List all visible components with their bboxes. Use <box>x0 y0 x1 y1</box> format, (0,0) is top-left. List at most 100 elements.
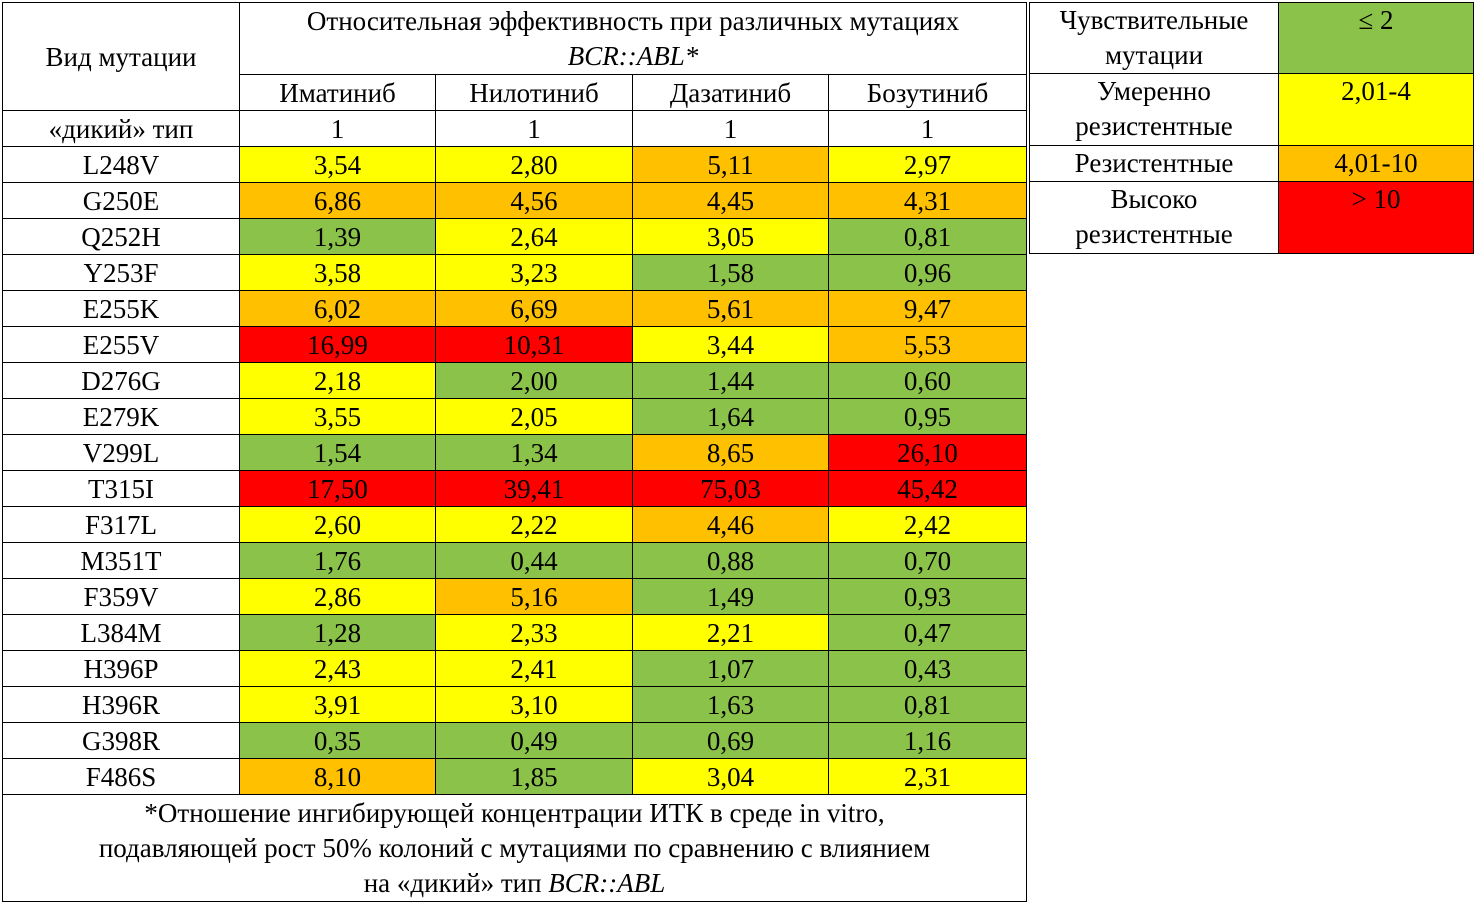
efficacy-value-cell: 1,49 <box>632 578 829 615</box>
mutation-name: M351T <box>2 542 240 579</box>
mutation-name: E279K <box>2 398 240 435</box>
efficacy-value-cell: 4,56 <box>435 182 633 219</box>
efficacy-value-cell: 0,70 <box>828 542 1027 579</box>
efficacy-value-cell: 5,11 <box>632 146 829 183</box>
footnote-line2: подавляющей рост 50% колоний с мутациями… <box>98 832 931 863</box>
table-row: E279K 3,55 2,05 1,64 0,95 <box>2 398 1027 435</box>
table-row: L248V 3,54 2,80 5,11 2,97 <box>2 146 1027 183</box>
efficacy-value-cell: 1,63 <box>632 686 829 723</box>
header-title-line2: BCR::ABL* <box>567 40 699 71</box>
mutation-name: Q252H <box>2 218 240 255</box>
mutation-name: E255V <box>2 326 240 363</box>
wild-type-value: 1 <box>828 110 1027 147</box>
mutation-name: F317L <box>2 506 240 543</box>
legend-row: Высоко резистентные > 10 <box>1029 181 1474 254</box>
efficacy-value-cell: 3,58 <box>239 254 436 291</box>
mutation-name: F359V <box>2 578 240 615</box>
efficacy-value-cell: 1,34 <box>435 434 633 471</box>
table-row: G398R 0,35 0,49 0,69 1,16 <box>2 722 1027 759</box>
legend-table: Чувствительные мутации ≤ 2 Умеренно резистен… <box>1029 2 1474 254</box>
legend-label-line1: Чувствительные <box>1059 5 1249 35</box>
legend-row: Резистентные 4,01-10 <box>1029 145 1474 182</box>
efficacy-value-cell: 2,21 <box>632 614 829 651</box>
efficacy-value-cell: 2,42 <box>828 506 1027 543</box>
efficacy-value-cell: 2,22 <box>435 506 633 543</box>
efficacy-value-cell: 0,96 <box>828 254 1027 291</box>
wild-type-row: «дикий» тип 1 1 1 1 <box>2 110 1027 147</box>
legend-label-line2: резистентные <box>1075 219 1233 249</box>
efficacy-value-cell: 1,76 <box>239 542 436 579</box>
mutation-name: V299L <box>2 434 240 471</box>
drug-header-dasatinib: Дазатиниб <box>632 74 829 111</box>
legend-row: Чувствительные мутации ≤ 2 <box>1029 2 1474 74</box>
mutation-name: L248V <box>2 146 240 183</box>
drug-header-nilotinib: Нилотиниб <box>435 74 633 111</box>
efficacy-value-cell: 0,81 <box>828 218 1027 255</box>
legend-row: Умеренно резистентные 2,01-4 <box>1029 73 1474 146</box>
wild-type-value: 1 <box>632 110 829 147</box>
efficacy-value-cell: 3,55 <box>239 398 436 435</box>
table-row: Q252H 1,39 2,64 3,05 0,81 <box>2 218 1027 255</box>
header-mutation-type: Вид мутации <box>2 2 240 111</box>
efficacy-value-cell: 0,93 <box>828 578 1027 615</box>
table-row: H396P 2,43 2,41 1,07 0,43 <box>2 650 1027 687</box>
mutation-name: H396R <box>2 686 240 723</box>
mutation-name: L384M <box>2 614 240 651</box>
drug-header-bosutinib: Бозутиниб <box>828 74 1027 111</box>
efficacy-value-cell: 2,43 <box>239 650 436 687</box>
efficacy-value-cell: 3,05 <box>632 218 829 255</box>
efficacy-value-cell: 45,42 <box>828 470 1027 507</box>
table-row: M351T 1,76 0,44 0,88 0,70 <box>2 542 1027 579</box>
table-row: F359V 2,86 5,16 1,49 0,93 <box>2 578 1027 615</box>
table-row: D276G 2,18 2,00 1,44 0,60 <box>2 362 1027 399</box>
footnote-line1: *Отношение ингибирующей концентрации ИТК… <box>144 797 885 828</box>
efficacy-value-cell: 1,58 <box>632 254 829 291</box>
efficacy-value-cell: 9,47 <box>828 290 1027 327</box>
efficacy-value-cell: 6,86 <box>239 182 436 219</box>
efficacy-value-cell: 8,10 <box>239 758 436 795</box>
table-row: Y253F 3,58 3,23 1,58 0,96 <box>2 254 1027 291</box>
efficacy-value-cell: 2,80 <box>435 146 633 183</box>
header-title-line1: Относительная эффективность при различны… <box>306 5 960 36</box>
mutation-efficacy-table: Вид мутации Относительная эффективность … <box>2 2 1027 902</box>
efficacy-value-cell: 2,05 <box>435 398 633 435</box>
legend-label-line2: резистентные <box>1075 111 1233 141</box>
table-row: E255V 16,99 10,31 3,44 5,53 <box>2 326 1027 363</box>
wild-type-value: 1 <box>239 110 436 147</box>
efficacy-value-cell: 2,60 <box>239 506 436 543</box>
efficacy-value-cell: 10,31 <box>435 326 633 363</box>
efficacy-value-cell: 3,91 <box>239 686 436 723</box>
efficacy-value-cell: 0,43 <box>828 650 1027 687</box>
efficacy-value-cell: 5,16 <box>435 578 633 615</box>
efficacy-value-cell: 2,33 <box>435 614 633 651</box>
efficacy-value-cell: 1,16 <box>828 722 1027 759</box>
table-row: F317L 2,60 2,22 4,46 2,42 <box>2 506 1027 543</box>
legend-range-swatch: 4,01-10 <box>1278 145 1474 182</box>
table-row: E255K 6,02 6,69 5,61 9,47 <box>2 290 1027 327</box>
header-relative-efficacy: Относительная эффективность при различны… <box>239 2 1027 75</box>
efficacy-value-cell: 1,39 <box>239 218 436 255</box>
efficacy-value-cell: 4,46 <box>632 506 829 543</box>
efficacy-value-cell: 8,65 <box>632 434 829 471</box>
mutation-name: Y253F <box>2 254 240 291</box>
efficacy-value-cell: 5,53 <box>828 326 1027 363</box>
efficacy-value-cell: 1,54 <box>239 434 436 471</box>
legend-label-line1: Умеренно <box>1097 76 1211 106</box>
efficacy-value-cell: 5,61 <box>632 290 829 327</box>
efficacy-value-cell: 2,64 <box>435 218 633 255</box>
efficacy-value-cell: 4,31 <box>828 182 1027 219</box>
efficacy-value-cell: 2,86 <box>239 578 436 615</box>
legend-label-line1: Высоко <box>1110 184 1198 214</box>
table-row: V299L 1,54 1,34 8,65 26,10 <box>2 434 1027 471</box>
efficacy-value-cell: 3,54 <box>239 146 436 183</box>
footnote: *Отношение ингибирующей концентрации ИТК… <box>2 794 1027 902</box>
efficacy-value-cell: 1,28 <box>239 614 436 651</box>
table-row: F486S 8,10 1,85 3,04 2,31 <box>2 758 1027 795</box>
efficacy-value-cell: 6,02 <box>239 290 436 327</box>
efficacy-value-cell: 0,95 <box>828 398 1027 435</box>
footnote-gene-name: BCR::ABL <box>548 867 666 898</box>
mutation-name: F486S <box>2 758 240 795</box>
efficacy-value-cell: 2,97 <box>828 146 1027 183</box>
efficacy-value-cell: 3,10 <box>435 686 633 723</box>
legend-label-line2: мутации <box>1104 40 1204 70</box>
